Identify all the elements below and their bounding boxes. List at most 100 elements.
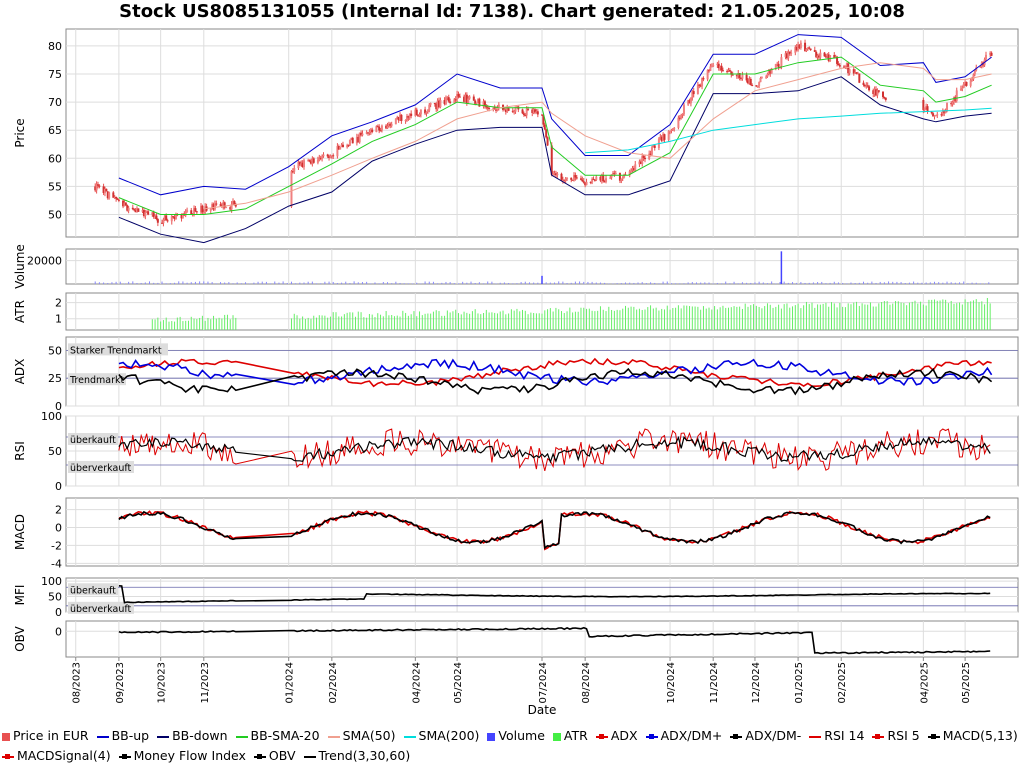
candle-body (531, 109, 534, 113)
ylabel-mfi: MFI (13, 585, 27, 606)
candle-body (765, 76, 768, 78)
candle-body (779, 66, 781, 68)
candle-body (142, 210, 145, 216)
xtick-label: 05/2025 (961, 662, 972, 704)
candle-body (152, 212, 155, 217)
candle-body (106, 191, 109, 199)
candle-body (108, 192, 111, 199)
candle-body (673, 127, 676, 129)
legend-item: SMA(200) (403, 728, 479, 743)
candle-body (979, 66, 982, 68)
legend-swatch (552, 732, 561, 741)
candle-body (102, 186, 105, 193)
candle-body (735, 75, 738, 77)
candle-body (212, 204, 215, 210)
candle-body (340, 144, 343, 148)
candle-body (311, 158, 314, 164)
legend-item: ADX (595, 728, 638, 743)
candle-body (816, 55, 819, 58)
legend-label: SMA(50) (342, 728, 396, 743)
candle-body (609, 177, 612, 179)
ytick-label-mfi: 0 (55, 606, 62, 619)
ytick-label-mfi: 100 (41, 575, 62, 588)
candle-body (785, 53, 788, 59)
legend-item: RSI 14 (809, 728, 864, 743)
ytick-label-macd: -4 (51, 557, 62, 570)
candle-body (632, 168, 635, 171)
candle-body (418, 114, 421, 117)
xtick-label: 09/2023 (115, 662, 126, 704)
candle-body (347, 145, 350, 147)
candle-body (944, 110, 947, 114)
candle-body (973, 70, 976, 75)
candle-body (628, 171, 631, 176)
candle-body (696, 84, 699, 95)
candle-body (584, 182, 587, 186)
candle-body (215, 203, 218, 205)
ylabel-price: Price (13, 118, 27, 147)
candle-body (534, 109, 537, 113)
candle-body (98, 185, 101, 187)
candle-body (691, 91, 694, 98)
candle-body (339, 147, 342, 150)
candle-body (376, 126, 379, 128)
candle-body (386, 126, 389, 129)
candle-body (599, 176, 602, 181)
candle-body (971, 79, 974, 81)
candle-body (415, 109, 418, 116)
candle-body (414, 109, 417, 116)
candle-body (105, 188, 108, 192)
candle-body (950, 103, 953, 105)
candle-body (564, 178, 567, 181)
candle-body (740, 77, 743, 79)
candle-body (174, 214, 177, 219)
candle-body (426, 110, 429, 112)
candle-body (166, 220, 169, 222)
candle-body (959, 88, 962, 91)
candle-body (955, 90, 958, 101)
candle-body (776, 63, 779, 65)
candle-body (396, 117, 399, 119)
candle-body (429, 103, 432, 105)
candle-body (634, 164, 637, 171)
legend-swatch (645, 733, 658, 739)
rsi-under-ref-label: überverkauft (70, 463, 132, 474)
candle-body (877, 90, 880, 92)
candle-body (961, 87, 964, 89)
candle-body (602, 175, 605, 182)
candle-body (865, 85, 868, 87)
candle-body (428, 104, 431, 111)
candle-body (200, 205, 203, 213)
candle-body (965, 81, 968, 86)
chart-title: Stock US8085131055 (Internal Id: 7138). … (119, 1, 905, 22)
candle-body (570, 177, 573, 180)
candle-body (669, 130, 672, 132)
candle-body (623, 174, 626, 178)
candle-body (438, 100, 441, 108)
candle-body (833, 55, 836, 59)
candle-body (368, 131, 371, 133)
candle-body (400, 114, 403, 121)
candle-body (717, 63, 720, 69)
obv-line (118, 626, 991, 655)
candle-body (688, 100, 691, 104)
candle-body (591, 178, 594, 183)
candle-body (760, 77, 763, 79)
candle-body (492, 107, 495, 109)
candle-body (936, 114, 939, 116)
mfi-under-ref-label: überverkauft (70, 604, 132, 615)
ylabel-volume: Volume (13, 244, 27, 289)
candle-body (365, 132, 368, 134)
candle-body (322, 154, 325, 157)
candle-body (663, 134, 666, 140)
xtick-label: 04/2025 (919, 662, 930, 704)
candle-body (316, 159, 319, 163)
candle-body (815, 51, 818, 58)
legend-label: ADX/DM+ (660, 728, 723, 743)
candle-body (443, 100, 446, 105)
candle-body (195, 211, 198, 213)
bb-sma-20-line (118, 56, 992, 215)
bb-down-line (118, 76, 992, 244)
candle-body (875, 89, 878, 96)
candle-body (511, 110, 514, 112)
